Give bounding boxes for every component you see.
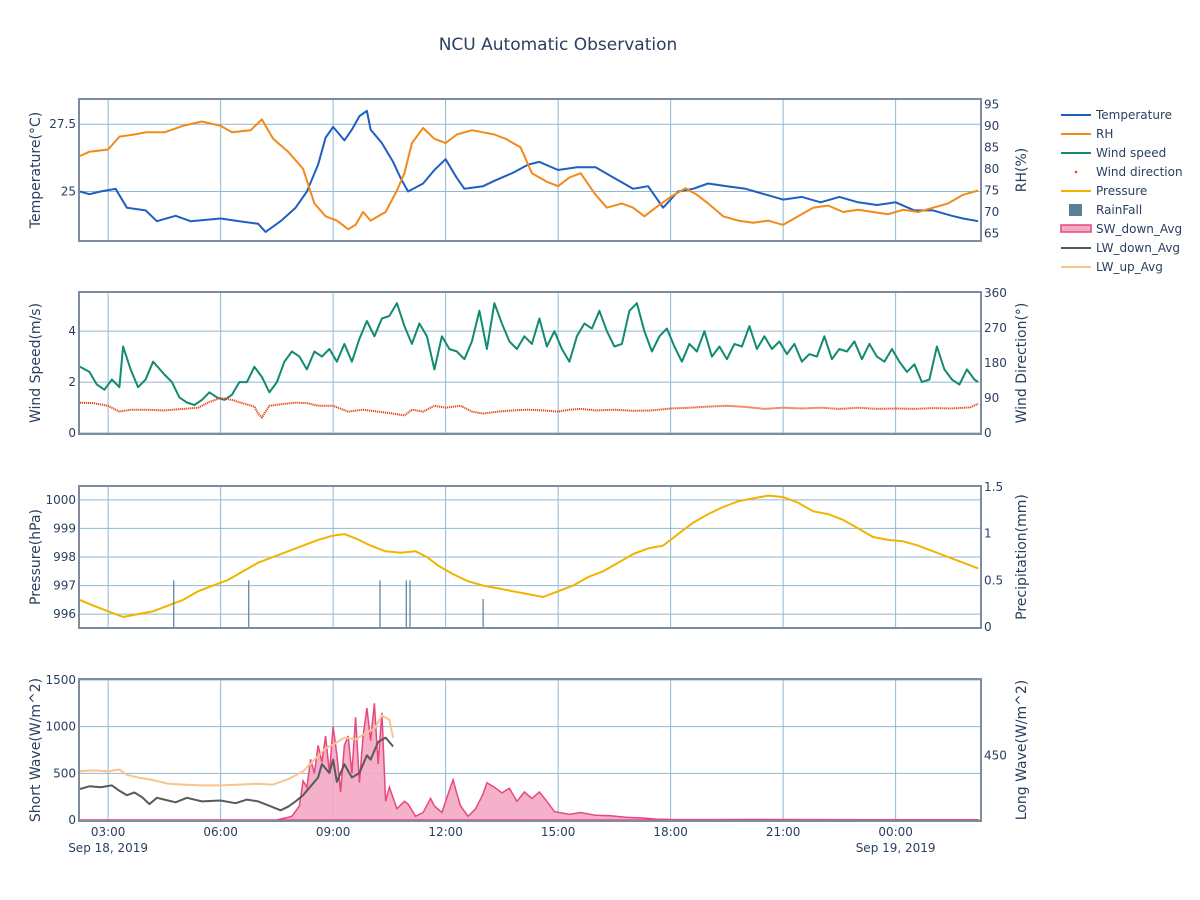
legend-item-sw-down-avg[interactable]: SW_down_Avg [1060, 222, 1182, 236]
legend-label: LW_down_Avg [1096, 241, 1180, 255]
y-axis-label: Pressure(hPa) [28, 509, 44, 605]
legend-label: RainFall [1096, 203, 1142, 217]
legend-item-lw-up-avg[interactable]: LW_up_Avg [1061, 260, 1163, 274]
x-tick-label: 21:00 [766, 825, 801, 839]
y2-tick-label: 450 [984, 748, 1007, 762]
legend-item-pressure[interactable]: Pressure [1061, 184, 1147, 198]
legend[interactable]: Temperature RH Wind speed Wind direction Pre… [1060, 108, 1183, 274]
x-tick-date: Sep 18, 2019 [68, 841, 148, 855]
panel-1: 25 27.5 65 70 75 80 85 90 95 Temperature(°C) RH(%) [28, 97, 1030, 242]
x-tick-label: 15:00 [541, 825, 576, 839]
x-tick-date: Sep 19, 2019 [856, 841, 936, 855]
rainfall-bar [379, 580, 381, 627]
panel-frame [78, 98, 982, 242]
rainfall-bar [409, 580, 411, 627]
y-tick-label: 4 [68, 324, 76, 338]
y-tick-label: 25 [61, 185, 76, 199]
y-tick-label: 1500 [45, 673, 76, 687]
y-tick-label: 1000 [45, 493, 76, 507]
y2-tick-label: 270 [984, 321, 1007, 335]
y-tick-label: 997 [53, 579, 76, 593]
y-axis-label: Short Wave(W/m^2) [28, 678, 44, 822]
y2-tick-label: 90 [984, 119, 999, 133]
series-lw-down-avg [79, 736, 394, 812]
legend-item-wind-speed[interactable]: Wind speed [1061, 146, 1166, 160]
y-tick-label: 500 [53, 766, 76, 780]
series-pressure [79, 494, 979, 618]
rainfall-bar [173, 580, 175, 627]
y-tick-label: 27.5 [49, 117, 76, 131]
y-tick-label: 998 [53, 550, 76, 564]
y2-tick-label: 70 [984, 205, 999, 219]
legend-item-wind-direction[interactable]: Wind direction [1074, 165, 1183, 179]
legend-label: SW_down_Avg [1096, 222, 1182, 236]
x-tick-label: 09:00 [316, 825, 351, 839]
rainfall-bar [482, 599, 484, 627]
rainfall-bar [248, 580, 250, 627]
y-tick-label: 1000 [45, 720, 76, 734]
panel-4: 0 500 1000 1500 450 Short Wave(W/m^2) Long Wav… [28, 673, 1030, 827]
panel-frame [78, 485, 982, 629]
panel-2: 0 2 4 0 90 180 270 360 Wind Speed(m/s) Wind Direc… [28, 286, 1030, 440]
x-tick-label: 18:00 [653, 825, 688, 839]
y2-axis-label: Wind Direction(°) [1014, 303, 1030, 424]
y2-axis-label: Long Wave(W/m^2) [1014, 680, 1030, 821]
legend-marker [1074, 170, 1078, 174]
x-tick-label: 03:00 [91, 825, 126, 839]
legend-item-rh[interactable]: RH [1061, 127, 1113, 141]
series-wind-direction [79, 396, 979, 419]
y2-tick-label: 65 [984, 227, 999, 241]
x-tick-label: 12:00 [428, 825, 463, 839]
y-tick-label: 999 [53, 521, 76, 535]
y2-tick-label: 85 [984, 140, 999, 154]
y-tick-label: 996 [53, 607, 76, 621]
y2-tick-label: 80 [984, 162, 999, 176]
series-sw-down-avg [80, 703, 979, 821]
y2-axis-label: RH(%) [1014, 148, 1030, 192]
y2-tick-label: 1.5 [984, 480, 1003, 494]
legend-item-lw-down-avg[interactable]: LW_down_Avg [1061, 241, 1180, 255]
legend-label: Temperature [1095, 108, 1172, 122]
y2-tick-label: 0.5 [984, 573, 1003, 587]
series-wind-speed [79, 302, 979, 406]
series-rh [79, 118, 979, 231]
series-lw-up-avg [79, 714, 395, 787]
y2-tick-label: 180 [984, 356, 1007, 370]
series-temperature [79, 109, 979, 233]
x-tick-label: 06:00 [203, 825, 238, 839]
y2-tick-label: 0 [984, 426, 992, 440]
legend-label: RH [1096, 127, 1113, 141]
y2-tick-label: 360 [984, 286, 1007, 300]
legend-label: Wind direction [1096, 165, 1183, 179]
y2-tick-label: 1 [984, 527, 992, 541]
x-tick-label: 00:00 [878, 825, 913, 839]
y2-tick-label: 0 [984, 620, 992, 634]
panel-frame [78, 678, 982, 822]
rainfall-bar [405, 580, 407, 627]
y-axis-label: Temperature(°C) [28, 112, 44, 229]
legend-marker [1069, 204, 1082, 216]
legend-label: Wind speed [1096, 146, 1166, 160]
legend-label: LW_up_Avg [1096, 260, 1163, 274]
y2-tick-label: 75 [984, 183, 999, 197]
y-tick-label: 0 [68, 426, 76, 440]
y-tick-label: 2 [68, 375, 76, 389]
panel-3: 996 997 998 999 1000 0 0.5 1 1.5 Pressure(hPa) Pre… [28, 480, 1030, 634]
y2-axis-label: Precipitation(mm) [1014, 494, 1030, 620]
x-axis: 03:00 Sep 18, 2019 06:00 09:00 12:00 15:00 18:… [68, 825, 935, 855]
y2-tick-label: 95 [984, 97, 999, 111]
y-tick-label: 0 [68, 813, 76, 827]
chart-panels: 25 27.5 65 70 75 80 85 90 95 Temperature(°C) RH(%)… [28, 97, 1030, 827]
y2-tick-label: 90 [984, 391, 999, 405]
legend-item-rainfall[interactable]: RainFall [1069, 203, 1142, 217]
legend-label: Pressure [1096, 184, 1147, 198]
chart-title: NCU Automatic Observation [439, 35, 678, 55]
y-axis-label: Wind Speed(m/s) [28, 303, 44, 423]
panel-frame [78, 291, 982, 435]
legend-item-temperature[interactable]: Temperature [1061, 108, 1172, 122]
legend-marker [1060, 224, 1092, 233]
